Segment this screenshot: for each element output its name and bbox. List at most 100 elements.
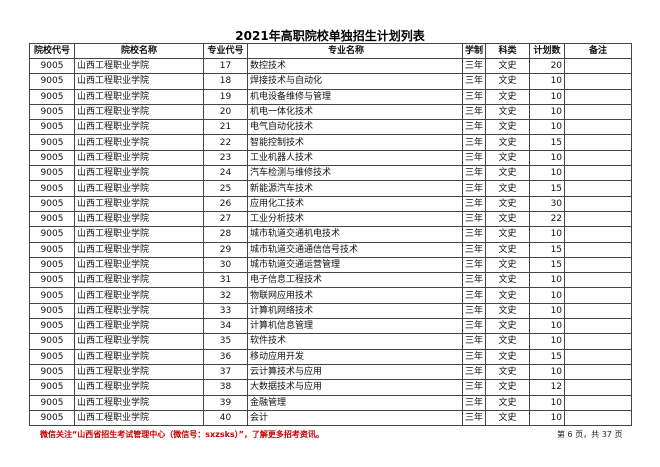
cell-category: 文史 [485, 272, 531, 289]
cell-major-name: 计算机网络技术 [247, 302, 463, 320]
cell-school-name: 山西工程职业学院 [74, 103, 204, 121]
cell-major-name: 物联网应用技术 [247, 287, 463, 304]
cell-plan-count: 10 [529, 73, 566, 90]
cell-major-code: 28 [203, 226, 248, 243]
cell-school-name: 山西工程职业学院 [74, 394, 204, 411]
cell-remarks [564, 149, 633, 167]
cell-category: 文史 [485, 119, 531, 136]
cell-major-name: 大数据技术与应用 [247, 379, 463, 396]
cell-school-name: 山西工程职业学院 [74, 287, 204, 304]
cell-school-code: 9005 [29, 363, 75, 381]
cell-duration: 三年 [461, 348, 487, 365]
cell-duration: 三年 [461, 210, 487, 228]
table-row: 9005 山西工程职业学院 19 机电设备维修与管理 三年 文史 10 [29, 88, 633, 105]
cell-major-code: 29 [203, 241, 248, 258]
table-row: 9005 山西工程职业学院 35 软件技术 三年 文史 10 [29, 333, 633, 350]
cell-remarks [564, 333, 633, 350]
plan-table: 院校代号 院校名称 专业代号 专业名称 学制 科类 计划数 备注 9005 山西工程职业学院 17… [29, 43, 633, 427]
cell-category: 文史 [485, 73, 531, 90]
cell-duration: 三年 [461, 272, 487, 289]
cell-remarks [564, 394, 633, 411]
cell-major-code: 36 [203, 348, 248, 365]
cell-school-code: 9005 [29, 195, 75, 212]
cell-school-name: 山西工程职业学院 [74, 226, 204, 243]
cell-plan-count: 10 [529, 302, 566, 320]
cell-major-code: 34 [203, 318, 248, 335]
cell-duration: 三年 [461, 165, 487, 182]
cell-major-name: 城市轨道交通运营管理 [247, 256, 463, 274]
cell-category: 文史 [485, 394, 531, 411]
table-row: 9005 山西工程职业学院 25 新能源汽车技术 三年 文史 15 [29, 180, 633, 197]
cell-remarks [564, 363, 633, 381]
cell-plan-count: 30 [529, 195, 566, 212]
cell-remarks [564, 119, 633, 136]
cell-plan-count: 12 [529, 379, 566, 396]
cell-plan-count: 10 [529, 333, 566, 350]
cell-category: 文史 [485, 210, 531, 228]
cell-major-code: 20 [203, 103, 248, 121]
cell-duration: 三年 [461, 195, 487, 212]
table-row: 9005 山西工程职业学院 24 汽车检测与维修技术 三年 文史 10 [29, 165, 633, 182]
table-row: 9005 山西工程职业学院 33 计算机网络技术 三年 文史 10 [29, 302, 633, 320]
cell-plan-count: 10 [529, 287, 566, 304]
cell-remarks [564, 241, 633, 258]
page-title: 2021年高职院校单独招生计划列表 [235, 29, 425, 43]
cell-category: 文史 [485, 302, 531, 320]
cell-duration: 三年 [461, 57, 487, 75]
cell-school-name: 山西工程职业学院 [74, 256, 204, 274]
cell-school-code: 9005 [29, 149, 75, 167]
cell-remarks [564, 409, 633, 427]
cell-category: 文史 [485, 134, 531, 151]
table-row: 9005 山西工程职业学院 26 应用化工技术 三年 文史 30 [29, 195, 633, 212]
cell-plan-count: 10 [529, 119, 566, 136]
cell-major-code: 30 [203, 256, 248, 274]
table-row: 9005 山西工程职业学院 21 电气自动化技术 三年 文史 10 [29, 119, 633, 136]
cell-major-name: 机电一体化技术 [247, 103, 463, 121]
cell-school-code: 9005 [29, 333, 75, 350]
cell-plan-count: 10 [529, 318, 566, 335]
table-row: 9005 山西工程职业学院 32 物联网应用技术 三年 文史 10 [29, 287, 633, 304]
cell-category: 文史 [485, 409, 531, 427]
cell-school-name: 山西工程职业学院 [74, 180, 204, 197]
cell-duration: 三年 [461, 149, 487, 167]
cell-duration: 三年 [461, 73, 487, 90]
cell-major-name: 金融管理 [247, 394, 463, 411]
cell-school-code: 9005 [29, 379, 75, 396]
cell-school-code: 9005 [29, 103, 75, 121]
cell-school-name: 山西工程职业学院 [74, 348, 204, 365]
cell-major-code: 32 [203, 287, 248, 304]
cell-remarks [564, 302, 633, 320]
cell-category: 文史 [485, 318, 531, 335]
cell-plan-count: 15 [529, 256, 566, 274]
cell-school-code: 9005 [29, 226, 75, 243]
cell-plan-count: 10 [529, 103, 566, 121]
cell-duration: 三年 [461, 318, 487, 335]
cell-remarks [564, 180, 633, 197]
cell-plan-count: 10 [529, 165, 566, 182]
cell-plan-count: 10 [529, 149, 566, 167]
header-major-name: 专业名称 [247, 43, 463, 59]
cell-school-code: 9005 [29, 119, 75, 136]
cell-remarks [564, 165, 633, 182]
cell-duration: 三年 [461, 333, 487, 350]
cell-major-code: 38 [203, 379, 248, 396]
cell-major-code: 22 [203, 134, 248, 151]
cell-school-code: 9005 [29, 287, 75, 304]
cell-remarks [564, 287, 633, 304]
cell-plan-count: 22 [529, 210, 566, 228]
table-row: 9005 山西工程职业学院 23 工业机器人技术 三年 文史 10 [29, 149, 633, 167]
cell-category: 文史 [485, 333, 531, 350]
cell-school-name: 山西工程职业学院 [74, 318, 204, 335]
cell-school-name: 山西工程职业学院 [74, 241, 204, 258]
cell-plan-count: 15 [529, 180, 566, 197]
page-info: 第 6 页，共 37 页 [557, 430, 623, 439]
cell-school-name: 山西工程职业学院 [74, 73, 204, 90]
cell-remarks [564, 88, 633, 105]
cell-school-code: 9005 [29, 409, 75, 427]
cell-school-code: 9005 [29, 134, 75, 151]
cell-category: 文史 [485, 165, 531, 182]
cell-duration: 三年 [461, 241, 487, 258]
table-row: 9005 山西工程职业学院 27 工业分析技术 三年 文史 22 [29, 210, 633, 228]
cell-category: 文史 [485, 57, 531, 75]
cell-major-code: 33 [203, 302, 248, 320]
